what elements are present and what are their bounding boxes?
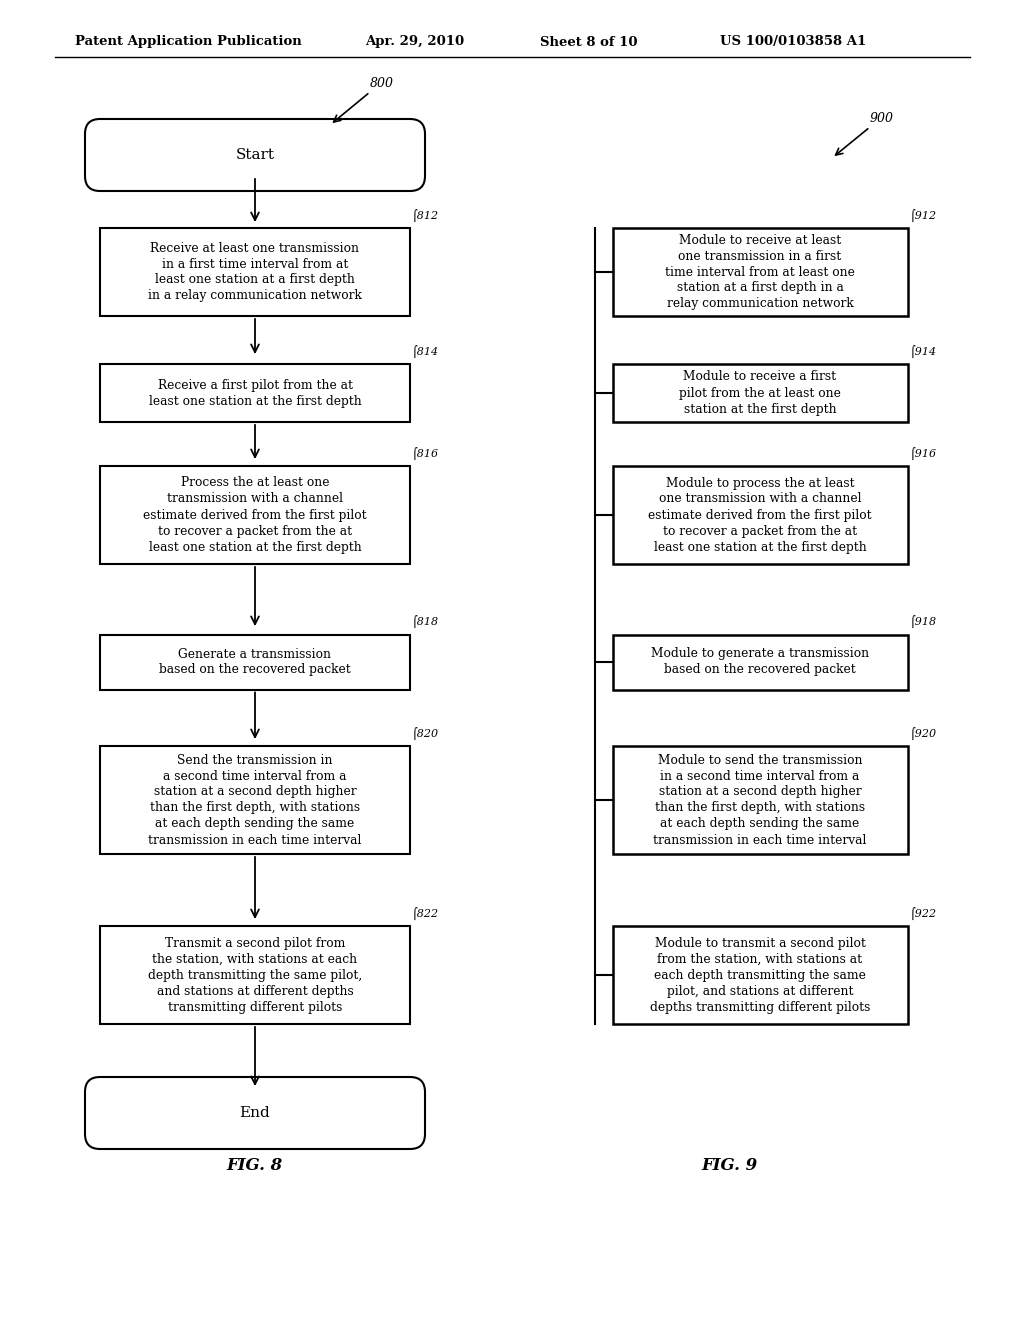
Text: ⌠920: ⌠920 xyxy=(909,727,937,741)
Text: 800: 800 xyxy=(370,77,394,90)
Bar xyxy=(100,746,410,854)
Text: US 100/0103858 A1: US 100/0103858 A1 xyxy=(720,36,866,49)
Text: Transmit a second pilot from
the station, with stations at each
depth transmitti: Transmit a second pilot from the station… xyxy=(147,936,362,1014)
FancyBboxPatch shape xyxy=(85,119,425,191)
Text: ⌠820: ⌠820 xyxy=(412,727,439,741)
Bar xyxy=(100,466,410,564)
Text: ⌠914: ⌠914 xyxy=(909,345,937,358)
Text: FIG. 8: FIG. 8 xyxy=(227,1156,283,1173)
Text: Generate a transmission
based on the recovered packet: Generate a transmission based on the rec… xyxy=(159,648,351,676)
Text: Module to receive a first
pilot from the at least one
station at the first depth: Module to receive a first pilot from the… xyxy=(679,371,841,416)
Bar xyxy=(612,746,907,854)
Text: Module to generate a transmission
based on the recovered packet: Module to generate a transmission based … xyxy=(651,648,869,676)
Text: Module to transmit a second pilot
from the station, with stations at
each depth : Module to transmit a second pilot from t… xyxy=(650,936,870,1014)
Text: ⌠822: ⌠822 xyxy=(412,907,439,920)
Bar xyxy=(612,466,907,564)
Text: 900: 900 xyxy=(870,112,894,125)
Text: End: End xyxy=(240,1106,270,1119)
FancyBboxPatch shape xyxy=(85,1077,425,1148)
Bar xyxy=(612,228,907,315)
Bar xyxy=(612,635,907,689)
Text: Apr. 29, 2010: Apr. 29, 2010 xyxy=(365,36,464,49)
Bar xyxy=(100,635,410,689)
Text: ⌠918: ⌠918 xyxy=(909,615,937,628)
Text: Process the at least one
transmission with a channel
estimate derived from the f: Process the at least one transmission wi… xyxy=(143,477,367,553)
Text: Module to receive at least
one transmission in a first
time interval from at lea: Module to receive at least one transmiss… xyxy=(665,234,855,310)
Text: ⌠922: ⌠922 xyxy=(909,907,937,920)
Text: Receive a first pilot from the at
least one station at the first depth: Receive a first pilot from the at least … xyxy=(148,379,361,408)
Bar xyxy=(100,228,410,315)
Bar xyxy=(612,927,907,1024)
Text: FIG. 9: FIG. 9 xyxy=(701,1156,758,1173)
Bar xyxy=(100,364,410,422)
Text: Sheet 8 of 10: Sheet 8 of 10 xyxy=(540,36,638,49)
Text: ⌠916: ⌠916 xyxy=(909,447,937,459)
Bar xyxy=(100,927,410,1024)
Text: ⌠818: ⌠818 xyxy=(412,615,439,628)
Text: Send the transmission in
a second time interval from a
station at a second depth: Send the transmission in a second time i… xyxy=(148,754,361,846)
Text: Start: Start xyxy=(236,148,274,162)
Text: ⌠814: ⌠814 xyxy=(412,345,439,358)
Text: ⌠816: ⌠816 xyxy=(412,447,439,459)
Text: Module to send the transmission
in a second time interval from a
station at a se: Module to send the transmission in a sec… xyxy=(653,754,866,846)
Text: ⌠912: ⌠912 xyxy=(909,209,937,222)
Bar xyxy=(612,364,907,422)
Text: Patent Application Publication: Patent Application Publication xyxy=(75,36,302,49)
Text: ⌠812: ⌠812 xyxy=(412,209,439,222)
Text: Receive at least one transmission
in a first time interval from at
least one sta: Receive at least one transmission in a f… xyxy=(148,242,361,302)
Text: Module to process the at least
one transmission with a channel
estimate derived : Module to process the at least one trans… xyxy=(648,477,871,553)
